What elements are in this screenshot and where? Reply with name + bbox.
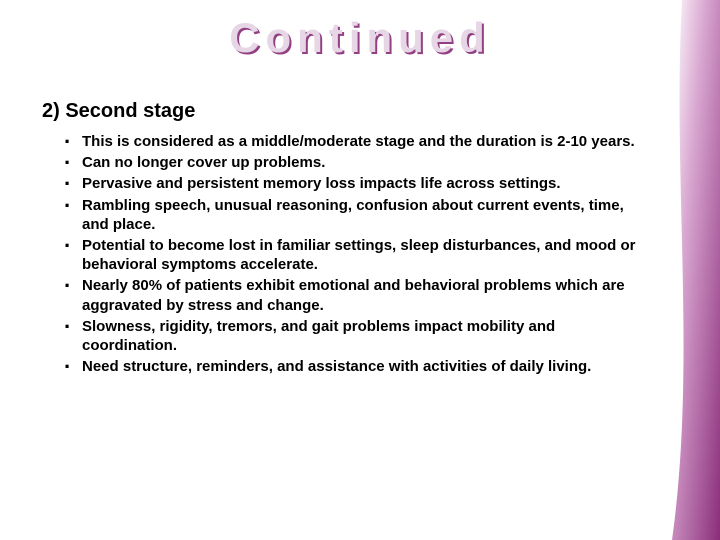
- list-item-text: Potential to become lost in familiar set…: [82, 237, 635, 273]
- bullet-ul: This is considered as a middle/moderate …: [60, 132, 650, 376]
- side-accent-band: [672, 0, 720, 540]
- list-item: Slowness, rigidity, tremors, and gait pr…: [60, 317, 650, 355]
- list-item: Can no longer cover up problems.: [60, 153, 650, 172]
- list-item: Nearly 80% of patients exhibit emotional…: [60, 276, 650, 314]
- list-item-text: Nearly 80% of patients exhibit emotional…: [82, 277, 625, 313]
- list-item: Potential to become lost in familiar set…: [60, 236, 650, 274]
- title-fill: Continued: [0, 14, 720, 62]
- list-item-text: Can no longer cover up problems.: [82, 154, 325, 171]
- list-item-text: Pervasive and persistent memory loss imp…: [82, 175, 561, 192]
- bullet-list: This is considered as a middle/moderate …: [60, 132, 650, 378]
- list-item-text: Slowness, rigidity, tremors, and gait pr…: [82, 318, 555, 354]
- stage-heading: 2) Second stage: [42, 100, 195, 123]
- list-item: Rambling speech, unusual reasoning, conf…: [60, 196, 650, 234]
- slide: Continued Continued 2) Second stage This…: [0, 0, 720, 540]
- list-item: Need structure, reminders, and assistanc…: [60, 357, 650, 376]
- list-item-text: This is considered as a middle/moderate …: [82, 133, 635, 150]
- list-item-text: Rambling speech, unusual reasoning, conf…: [82, 197, 624, 233]
- list-item-text: Need structure, reminders, and assistanc…: [82, 358, 591, 375]
- list-item: This is considered as a middle/moderate …: [60, 132, 650, 151]
- list-item: Pervasive and persistent memory loss imp…: [60, 174, 650, 193]
